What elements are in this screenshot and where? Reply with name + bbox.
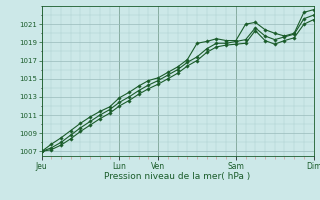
X-axis label: Pression niveau de la mer( hPa ): Pression niveau de la mer( hPa ) xyxy=(104,172,251,181)
